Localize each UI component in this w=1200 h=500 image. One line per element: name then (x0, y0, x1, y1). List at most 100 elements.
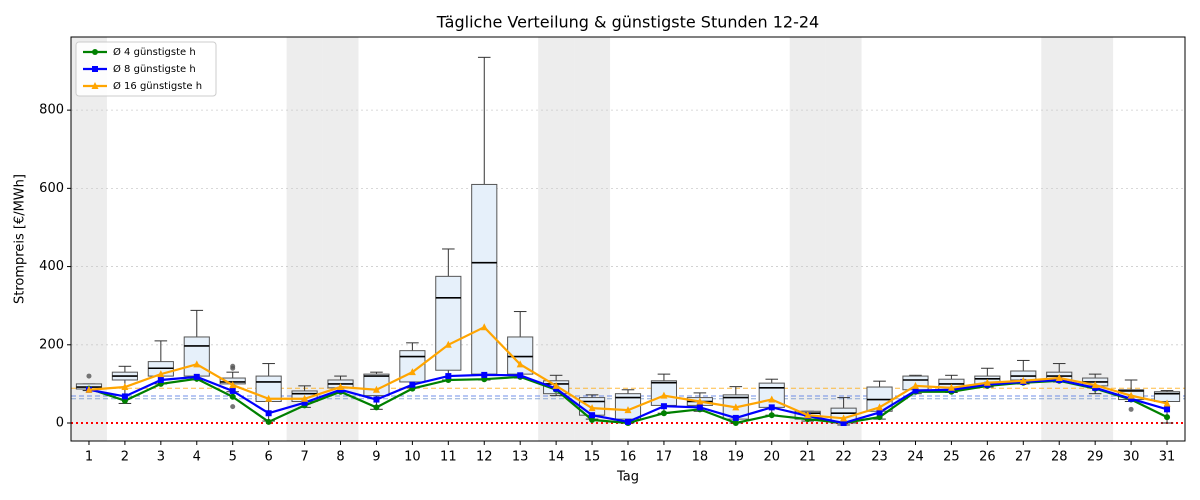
point (660, 410, 667, 417)
point (157, 370, 165, 378)
point (444, 340, 452, 348)
x-tick-label: 21 (799, 450, 816, 465)
chart-title: Tägliche Verteilung & günstigste Stunden… (436, 13, 819, 32)
x-tick-label: 7 (300, 450, 308, 465)
point (696, 397, 704, 405)
weekend-shade (825, 37, 862, 441)
point (768, 395, 776, 403)
x-tick-label: 11 (440, 450, 457, 465)
point (876, 414, 883, 421)
point (301, 394, 309, 402)
outlier (230, 363, 236, 369)
point (840, 420, 847, 427)
legend-label: Ø 8 günstigste h (113, 63, 196, 75)
x-tick-label: 14 (548, 450, 565, 465)
plot-frame (70, 36, 1186, 442)
point (876, 403, 884, 411)
x-tick-label: 30 (1123, 450, 1140, 465)
point (337, 383, 345, 391)
point (768, 404, 775, 411)
x-tick-label: 10 (404, 450, 421, 465)
point (911, 381, 919, 389)
x-tick-label: 2 (121, 450, 129, 465)
point (947, 383, 955, 391)
outlier (86, 373, 92, 379)
x-tick-label: 28 (1051, 450, 1068, 465)
point (732, 414, 739, 421)
x-tick-label: 22 (835, 450, 852, 465)
point (265, 410, 272, 417)
point (229, 393, 236, 400)
box (255, 375, 282, 402)
outlier (230, 404, 236, 410)
point (157, 376, 164, 383)
x-tick-label: 19 (728, 450, 745, 465)
point (660, 403, 667, 410)
point (1019, 376, 1027, 384)
x-tick-label: 3 (157, 450, 165, 465)
point (625, 418, 631, 425)
point (85, 385, 93, 393)
x-tick-label: 8 (336, 450, 344, 465)
x-axis-label: Tag (616, 470, 639, 485)
x-tick-label: 26 (979, 450, 996, 465)
point (481, 371, 488, 378)
point (1164, 406, 1171, 413)
point (876, 409, 883, 416)
point (1091, 381, 1099, 389)
point (1127, 391, 1135, 399)
y-tick-label: 0 (56, 416, 64, 431)
y-tick-label: 200 (39, 337, 64, 352)
weekend-shade (286, 37, 323, 441)
weekend-shade (538, 37, 575, 441)
point (768, 412, 775, 419)
legend-label: Ø 4 günstigste h (113, 46, 196, 58)
point (660, 391, 668, 399)
point (840, 414, 848, 422)
x-tick-label: 31 (1159, 450, 1176, 465)
point (1055, 374, 1063, 382)
point (373, 404, 380, 411)
point (229, 387, 236, 394)
x-tick-label: 17 (656, 450, 673, 465)
point (517, 372, 524, 379)
x-tick-label: 23 (871, 450, 888, 465)
point (229, 381, 237, 389)
point (265, 394, 273, 402)
legend-box (75, 41, 217, 97)
legend: Ø 4 günstigste h Ø 8 günstigste h Ø 16 gün… (75, 41, 217, 97)
point (480, 323, 488, 331)
x-tick-label: 1 (85, 450, 93, 465)
point (1163, 399, 1171, 407)
x-tick-label: 20 (763, 450, 780, 465)
legend-label: Ø 16 günstigste h (113, 80, 202, 92)
point (193, 360, 201, 368)
y-axis-label: Strompreis [€/MWh] (13, 174, 28, 304)
point (516, 360, 524, 368)
box (471, 183, 498, 375)
point (409, 381, 416, 388)
x-tick-label: 6 (265, 450, 273, 465)
point (1164, 414, 1171, 421)
point (696, 404, 703, 411)
x-tick-label: 18 (692, 450, 709, 465)
weekend-shade (322, 37, 359, 441)
x-tick-label: 5 (229, 450, 237, 465)
point (588, 404, 596, 412)
x-tick-label: 12 (476, 450, 493, 465)
point (445, 373, 452, 380)
y-tick-label: 800 (39, 103, 64, 118)
point (732, 420, 739, 427)
box (435, 275, 462, 371)
point (121, 383, 129, 391)
weekend-shade (574, 37, 611, 441)
point (552, 381, 560, 389)
point (1128, 395, 1135, 402)
point (983, 378, 991, 386)
x-tick-label: 16 (620, 450, 637, 465)
x-tick-label: 4 (193, 450, 201, 465)
point (372, 385, 380, 393)
x-tick-label: 13 (512, 450, 529, 465)
x-tick-label: 24 (907, 450, 924, 465)
